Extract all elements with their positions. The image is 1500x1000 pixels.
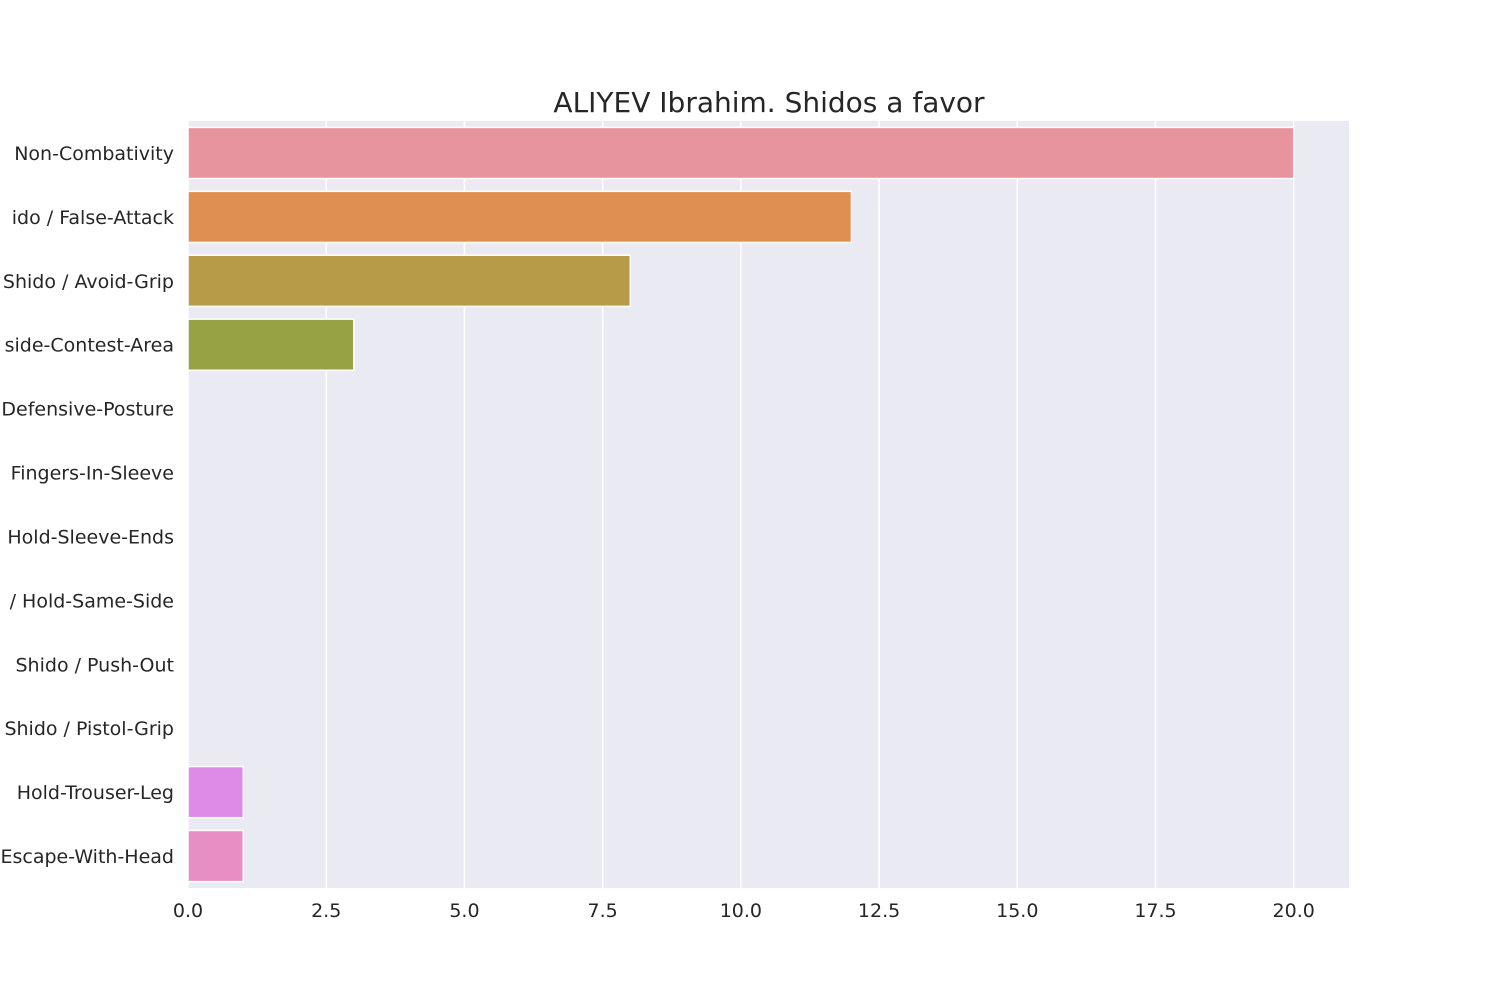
y-tick-label: Shido / Push-Out — [16, 654, 175, 676]
x-tick-label: 7.5 — [588, 900, 618, 922]
y-tick-label: Non-Combativity — [14, 143, 174, 165]
x-tick-label: 15.0 — [996, 900, 1038, 922]
chart-title: ALIYEV Ibrahim. Shidos a favor — [553, 86, 985, 119]
x-tick-label: 12.5 — [858, 900, 900, 922]
bar — [187, 190, 853, 244]
y-tick-label: Defensive-Posture — [1, 399, 174, 421]
y-tick-label: Fingers-In-Sleeve — [11, 463, 174, 485]
y-tick-label: Hold-Sleeve-Ends — [7, 526, 174, 548]
y-tick-label: side-Contest-Area — [5, 335, 174, 357]
x-tick-labels: 0.0 2.5 5.0 7.5 10.0 12.5 15.0 17.5 20.0 — [173, 900, 1315, 922]
bar — [187, 765, 245, 819]
x-tick-label: 0.0 — [173, 900, 203, 922]
bars — [187, 126, 1295, 883]
x-tick-label: 20.0 — [1273, 900, 1315, 922]
x-tick-label: 5.0 — [449, 900, 479, 922]
y-tick-label: Escape-With-Head — [0, 846, 174, 868]
bar — [187, 126, 1295, 180]
bar — [187, 254, 632, 308]
y-tick-label: Shido / Pistol-Grip — [4, 718, 174, 740]
x-tick-label: 10.0 — [720, 900, 762, 922]
bar — [187, 318, 355, 372]
gridlines — [187, 121, 1295, 888]
x-tick-label: 17.5 — [1134, 900, 1176, 922]
y-tick-label: Shido / Avoid-Grip — [3, 271, 174, 293]
bar — [187, 829, 245, 883]
y-tick-label: ido / False-Attack — [12, 207, 174, 229]
y-tick-labels: Non-Combativity ido / False-Attack Shido /… — [0, 143, 174, 868]
y-tick-label: Hold-Trouser-Leg — [17, 782, 174, 804]
x-tick-label: 2.5 — [311, 900, 341, 922]
y-tick-label: / Hold-Same-Side — [10, 590, 174, 612]
